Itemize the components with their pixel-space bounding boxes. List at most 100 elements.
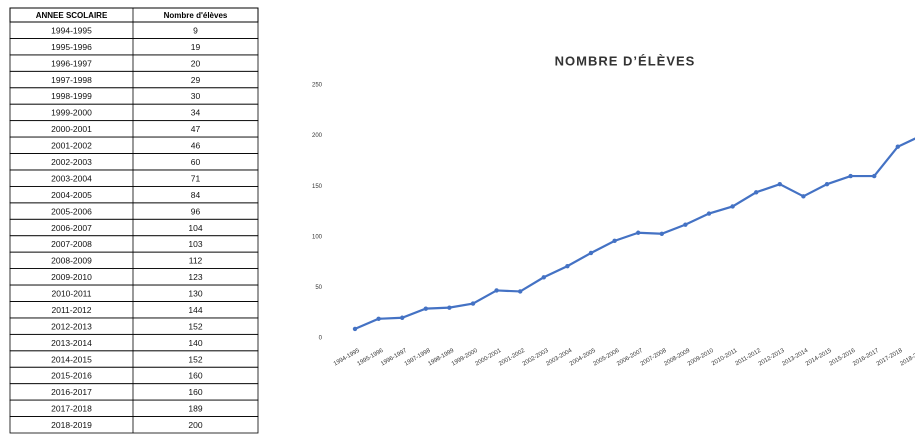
- point: [400, 315, 405, 320]
- table-cell: 9: [193, 25, 198, 35]
- table-cell: 2014-2015: [51, 354, 92, 364]
- table-cell: 1995-1996: [51, 42, 92, 52]
- table-row: [9, 136, 259, 154]
- table-cell: 2000-2001: [51, 124, 92, 134]
- y-tick-label: 250: [312, 83, 323, 89]
- point: [659, 231, 664, 236]
- table-cell: 189: [188, 404, 202, 414]
- table-cell: 123: [188, 272, 202, 282]
- table-cell: 144: [188, 305, 202, 315]
- y-tick-label: 200: [312, 133, 323, 139]
- table-cell: 1998-1999: [51, 91, 92, 101]
- table-header-cell: Nombre d'élèves: [164, 11, 228, 20]
- table-cell: 46: [191, 141, 201, 151]
- point: [895, 144, 900, 149]
- point: [352, 326, 358, 332]
- table-cell: 160: [188, 387, 202, 397]
- point: [376, 316, 381, 321]
- table-cell: 71: [191, 173, 201, 183]
- table-cell: 2009-2010: [51, 272, 92, 282]
- table-row: [9, 268, 259, 286]
- table-cell: 1999-2000: [51, 108, 92, 118]
- point: [612, 238, 617, 244]
- table-cell: 2011-2012: [51, 305, 91, 315]
- table-row: [9, 38, 259, 56]
- table-cell: 152: [188, 321, 202, 331]
- point: [636, 230, 641, 235]
- table-row: [9, 317, 259, 335]
- table-row: [9, 399, 259, 417]
- table-cell: 2006-2007: [51, 223, 92, 233]
- table-cell: 34: [191, 108, 201, 118]
- table-cell: 2018-2019: [51, 420, 92, 430]
- point: [730, 204, 735, 209]
- table-cell: 29: [191, 75, 201, 85]
- table-cell: 2001-2002: [51, 141, 92, 151]
- table-row: [9, 169, 259, 187]
- table-cell: 130: [188, 289, 202, 299]
- table-cell: 20: [191, 58, 201, 68]
- table-row: [9, 202, 259, 220]
- table-cell: 2007-2008: [51, 239, 92, 249]
- point: [423, 306, 428, 311]
- y-tick-label: 50: [315, 285, 322, 291]
- table-row: [9, 284, 259, 302]
- table-row: [9, 235, 259, 253]
- y-tick-label: 100: [312, 234, 323, 240]
- point: [541, 275, 546, 280]
- table-cell: 30: [191, 91, 201, 101]
- table-row: [9, 366, 259, 385]
- table-cell: 112: [189, 256, 203, 266]
- table-cell: 1996-1997: [51, 58, 92, 68]
- table-cell: 2008-2009: [51, 256, 92, 266]
- table-cell: 140: [188, 338, 202, 348]
- point: [706, 211, 712, 216]
- table-cell: 84: [191, 190, 201, 200]
- y-tick-label: 0: [319, 336, 323, 342]
- table-row: [9, 21, 259, 39]
- table-row: [9, 251, 259, 270]
- table-row: [9, 54, 259, 72]
- table-row: [9, 383, 259, 401]
- table-cell: 1994-1995: [51, 25, 92, 35]
- table-cell: 19: [191, 42, 201, 52]
- table-cell: 47: [191, 124, 201, 134]
- table-cell: 2017-2018: [51, 404, 92, 414]
- table-cell: 104: [188, 223, 202, 233]
- chart-title: NOMBRE D’ÉLÈVES: [555, 53, 696, 68]
- table-row: [9, 333, 259, 352]
- point: [777, 181, 782, 187]
- y-tick-label: 150: [312, 184, 323, 190]
- table-cell: 103: [188, 239, 202, 249]
- table-cell: 200: [188, 420, 202, 430]
- table-row: [9, 416, 259, 434]
- table-row: [9, 185, 259, 204]
- table-row: [9, 218, 259, 237]
- table-row: [9, 70, 259, 89]
- point: [494, 288, 499, 293]
- point: [565, 263, 570, 269]
- table-cell: 1997-1998: [51, 75, 92, 85]
- table-cell: 60: [191, 157, 201, 167]
- point: [848, 173, 853, 179]
- point: [470, 301, 476, 306]
- table-row: [9, 103, 259, 122]
- table-cell: 2013-2014: [51, 338, 92, 348]
- table-cell: 2010-2011: [51, 289, 91, 299]
- table-row: [9, 87, 259, 105]
- table-cell: 2004-2005: [51, 190, 92, 200]
- point: [588, 250, 594, 256]
- table-cell: 2005-2006: [51, 206, 92, 216]
- point: [447, 305, 452, 310]
- table-row: [9, 301, 259, 319]
- table-cell: 2003-2004: [51, 173, 92, 183]
- line: [354, 137, 915, 330]
- table-cell: 2002-2003: [51, 157, 92, 167]
- table-cell: 2016-2017: [51, 387, 92, 397]
- point: [801, 194, 806, 199]
- table-header-cell: ANNEE SCOLAIRE: [36, 11, 108, 20]
- point: [754, 190, 759, 195]
- point: [824, 181, 830, 187]
